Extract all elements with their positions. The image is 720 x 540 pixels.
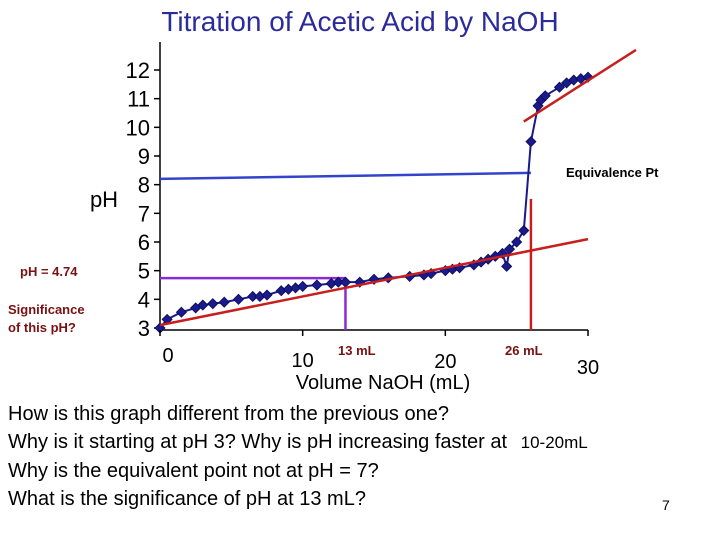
equivalence-ph-line [159,171,531,181]
question-2: Why is it starting at pH 3? Why is pH in… [8,428,588,457]
data-point [207,298,219,310]
x-tick-label: 10 [292,350,314,372]
x-tick-labels: 0 10 20 30 [159,330,599,379]
question-2-suffix: 10-20mL [520,433,588,452]
data-point [297,280,309,292]
data-point [501,260,513,272]
data-point [496,247,508,260]
half-equivalence-volume-label: 13 mL [338,343,376,358]
tangent-lines [159,48,637,327]
y-tick-label: 11 [127,87,150,112]
y-tick-label: 10 [126,115,150,140]
tangent-line [159,237,589,327]
y-tick-label: 3 [138,316,150,341]
question-2-text: Why is it starting at pH 3? Why is pH in… [8,431,508,453]
question-list: How is this graph different from the pre… [8,400,588,513]
y-tick-label: 12 [126,58,150,83]
data-point [218,296,230,308]
y-tick-label: 9 [138,144,150,169]
page-number: 7 [662,497,670,513]
data-point [518,224,530,237]
titration-curve [159,76,589,329]
x-tick-label: 30 [577,357,599,379]
chart-title: Titration of Acetic Acid by NaOH [161,6,559,37]
question-3: Why is the equivalent point not at pH = … [8,460,379,482]
y-tick-label: 7 [138,201,150,226]
equivalence-volume-label: 26 mL [505,343,543,358]
y-tick-label: 8 [138,173,150,198]
tangent-line [523,48,637,123]
x-axis-label: Volume NaOH (mL) [296,372,471,394]
data-point [311,279,323,291]
question-1: How is this graph different from the pre… [8,403,449,425]
data-point [539,90,551,102]
y-tick-labels: 3 4 5 6 7 8 9 10 11 12 [126,58,160,341]
data-point [175,306,187,318]
reference-lines [159,171,533,330]
data-point [553,81,566,93]
question-4: What is the significance of pH at 13 mL? [8,488,366,510]
data-markers [154,71,594,334]
significance-label-line1: Significance [8,302,85,317]
y-tick-label: 5 [138,259,150,284]
data-point [525,136,537,148]
data-point [511,236,523,248]
y-tick-label: 4 [138,287,150,312]
y-tick-label: 6 [138,230,150,255]
data-point [197,299,209,311]
data-point [232,293,245,305]
x-tick-label: 20 [434,351,456,373]
data-point [261,289,273,301]
significance-label-line2: of this pH? [8,320,76,335]
y-axis-label: pH [90,187,118,212]
equivalence-label: Equivalence Pt [566,165,659,180]
pka-label: pH = 4.74 [20,264,78,279]
titration-chart: 3 4 5 6 7 8 9 10 11 12 pH 0 10 20 30 Volume NaOH (mL… [8,42,659,394]
x-tick-label: 0 [162,345,173,367]
